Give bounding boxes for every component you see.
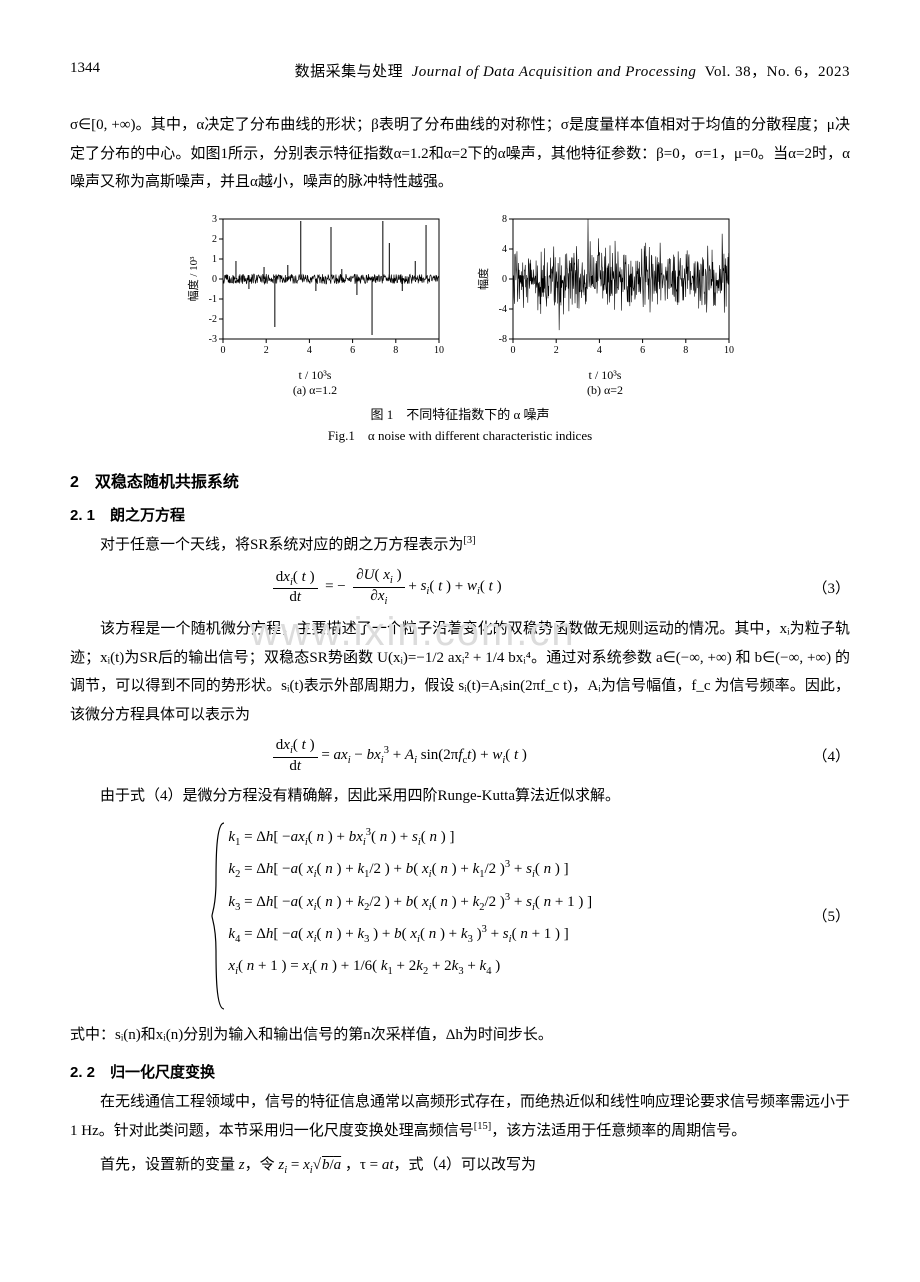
journal-title: 数据采集与处理 Journal of Data Acquisition and … xyxy=(295,60,850,81)
equation-5-line: k3 = Δh[ −a( xi( n ) + k2/2 ) + b( xi( n… xyxy=(228,892,592,915)
figure-1b-svg: 0 2 4 6 8 10 -8 -4 0 4 8 幅度 xyxy=(475,211,735,361)
svg-text:8: 8 xyxy=(683,345,688,356)
figure-1: 0 2 4 6 8 10 -3 -2 -1 0 1 2 3 幅度 / 10³ t / 10³s (a) α… xyxy=(70,211,850,444)
journal-vol: Vol. 38，No. 6，2023 xyxy=(705,64,850,80)
sec22-p1: 在无线通信工程领域中，信号的特征信息通常以高频形式存在，而绝热近似和线性响应理论… xyxy=(70,1088,850,1145)
svg-text:0: 0 xyxy=(212,274,217,285)
section-2-title: 2 双稳态随机共振系统 xyxy=(70,468,850,492)
sec21-p1-text: 对于任意一个天线，将SR系统对应的朗之万方程表示为 xyxy=(100,537,463,553)
ref-3: [3] xyxy=(463,535,475,546)
svg-text:0: 0 xyxy=(221,345,226,356)
equation-4-number: （4） xyxy=(790,745,850,766)
svg-text:0: 0 xyxy=(511,345,516,356)
equation-5-line: k4 = Δh[ −a( xi( n ) + k3 ) + b( xi( n )… xyxy=(228,924,592,947)
section-2-1-title: 2. 1 朗之万方程 xyxy=(70,504,850,525)
svg-text:-1: -1 xyxy=(209,294,217,305)
equation-5-lines: k1 = Δh[ −axi( n ) + bxi3( n ) + si( n )… xyxy=(228,821,592,1011)
figure-1b-xlabel: t / 10³s xyxy=(475,368,735,383)
svg-text:2: 2 xyxy=(554,345,559,356)
figure-1-caption-cn: 图 1 不同特征指数下的 α 噪声 xyxy=(70,404,850,423)
svg-text:8: 8 xyxy=(502,214,507,225)
sec21-p1: 对于任意一个天线，将SR系统对应的朗之万方程表示为[3] xyxy=(70,531,850,560)
svg-text:4: 4 xyxy=(597,345,602,356)
equation-3-number: （3） xyxy=(790,577,850,598)
svg-text:4: 4 xyxy=(307,345,312,356)
equation-5-line: xi( n + 1 ) = xi( n ) + 1/6( k1 + 2k2 + … xyxy=(228,957,592,979)
sec22-p1-suffix: ，该方法适用于任意频率的周期信号。 xyxy=(491,1123,746,1139)
svg-text:8: 8 xyxy=(393,345,398,356)
paragraph-1: σ∈[0, +∞)。其中，α决定了分布曲线的形状；β表明了分布曲线的对称性；σ是… xyxy=(70,111,850,197)
svg-text:幅度: 幅度 xyxy=(476,268,490,290)
figure-1a: 0 2 4 6 8 10 -3 -2 -1 0 1 2 3 幅度 / 10³ t / 10³s (a) α… xyxy=(185,211,445,398)
svg-text:-3: -3 xyxy=(209,334,217,345)
page-header: 1344 数据采集与处理 Journal of Data Acquisition… xyxy=(70,60,850,81)
svg-text:-4: -4 xyxy=(499,304,507,315)
svg-text:3: 3 xyxy=(212,214,217,225)
svg-text:6: 6 xyxy=(350,345,355,356)
svg-text:4: 4 xyxy=(502,244,507,255)
svg-text:-8: -8 xyxy=(499,334,507,345)
section-2-2-title: 2. 2 归一化尺度变换 xyxy=(70,1061,850,1082)
equation-5-number: （5） xyxy=(790,905,850,926)
figure-1a-svg: 0 2 4 6 8 10 -3 -2 -1 0 1 2 3 幅度 / 10³ xyxy=(185,211,445,361)
brace-icon xyxy=(210,821,228,1011)
sec21-p2: 该方程是一个随机微分方程，主要描述了一个粒子沿着变化的双稳势函数做无规则运动的情… xyxy=(70,615,850,729)
equation-4-body: dxi( t )dt = axi − bxi3 + Ai sin(2πfct) … xyxy=(273,737,790,774)
svg-text:2: 2 xyxy=(212,234,217,245)
figure-1-caption-en: Fig.1 α noise with different characteris… xyxy=(70,425,850,444)
equation-5-line: k2 = Δh[ −a( xi( n ) + k1/2 ) + b( xi( n… xyxy=(228,859,592,882)
journal-en: Journal of Data Acquisition and Processi… xyxy=(412,64,697,80)
ref-15: [15] xyxy=(474,1121,492,1132)
svg-text:幅度 / 10³: 幅度 / 10³ xyxy=(186,255,200,301)
equation-3: dxi( t )dt = − ∂U( xi )∂xi + si( t ) + w… xyxy=(70,567,850,607)
svg-text:-2: -2 xyxy=(209,314,217,325)
svg-text:0: 0 xyxy=(502,274,507,285)
svg-text:2: 2 xyxy=(264,345,269,356)
equation-3-body: dxi( t )dt = − ∂U( xi )∂xi + si( t ) + w… xyxy=(273,567,790,607)
equation-5: k1 = Δh[ −axi( n ) + bxi3( n ) + si( n )… xyxy=(70,821,850,1011)
equation-5-line: k1 = Δh[ −axi( n ) + bxi3( n ) + si( n )… xyxy=(228,827,592,850)
svg-text:1: 1 xyxy=(212,254,217,265)
figure-1b-caption: (b) α=2 xyxy=(475,383,735,398)
figure-1a-xlabel: t / 10³s xyxy=(185,368,445,383)
figure-1a-caption: (a) α=1.2 xyxy=(185,383,445,398)
svg-text:10: 10 xyxy=(434,345,444,356)
page-number: 1344 xyxy=(70,60,100,81)
figure-1b: 0 2 4 6 8 10 -8 -4 0 4 8 幅度 t / 10³s (b) α=2 xyxy=(475,211,735,398)
journal-cn: 数据采集与处理 xyxy=(295,64,404,80)
svg-text:10: 10 xyxy=(724,345,734,356)
svg-text:6: 6 xyxy=(640,345,645,356)
equation-4: dxi( t )dt = axi − bxi3 + Ai sin(2πfct) … xyxy=(70,737,850,774)
sec21-p3: 由于式（4）是微分方程没有精确解，因此采用四阶Runge-Kutta算法近似求解… xyxy=(70,782,850,811)
sec21-p4: 式中：sᵢ(n)和xᵢ(n)分别为输入和输出信号的第n次采样值，Δh为时间步长。 xyxy=(70,1021,850,1050)
sec22-p2: 首先，设置新的变量 z，令 zi = xi√b/a ，τ = at，式（4）可以… xyxy=(70,1151,850,1181)
